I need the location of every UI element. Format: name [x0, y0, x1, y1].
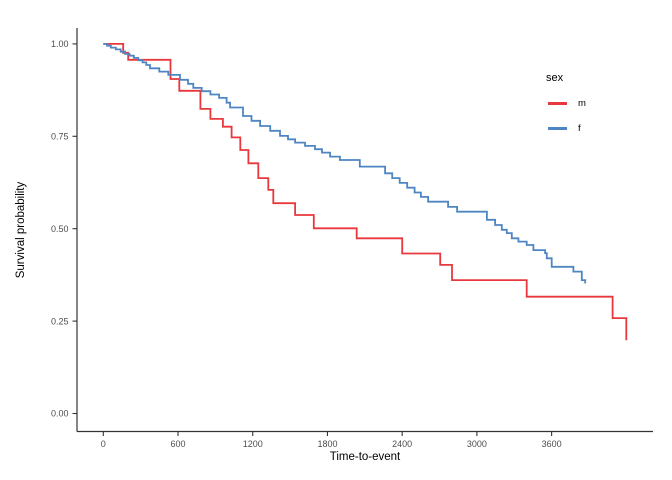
- x-tick-label: 1800: [317, 439, 337, 449]
- legend: sex m f: [546, 72, 586, 141]
- x-tick-label: 0: [101, 439, 106, 449]
- y-axis-title: Survival probability: [15, 181, 27, 279]
- legend-title: sex: [546, 72, 564, 84]
- x-tick-label: 1200: [243, 439, 263, 449]
- y-tick-label: 0.75: [51, 132, 69, 142]
- x-tick-label: 600: [171, 439, 186, 449]
- y-tick-label: 0.25: [51, 316, 69, 326]
- x-tick-label: 3000: [467, 439, 487, 449]
- x-tick-label: 2400: [392, 439, 412, 449]
- x-axis-title: Time-to-event: [329, 451, 401, 463]
- x-tick-label: 3600: [542, 439, 562, 449]
- y-tick-label: 0.00: [51, 409, 69, 419]
- legend-key-f-icon: [548, 127, 567, 130]
- legend-label-m: m: [578, 98, 586, 109]
- y-tick-label: 1.00: [51, 39, 69, 49]
- legend-item-f: f: [546, 116, 586, 141]
- y-tick-label: 0.50: [51, 224, 69, 234]
- survival-curve-f: [103, 43, 587, 284]
- survival-curve-m: [103, 43, 628, 341]
- legend-key-m-icon: [548, 102, 567, 105]
- legend-label-f: f: [578, 123, 581, 134]
- legend-item-m: m: [546, 91, 586, 116]
